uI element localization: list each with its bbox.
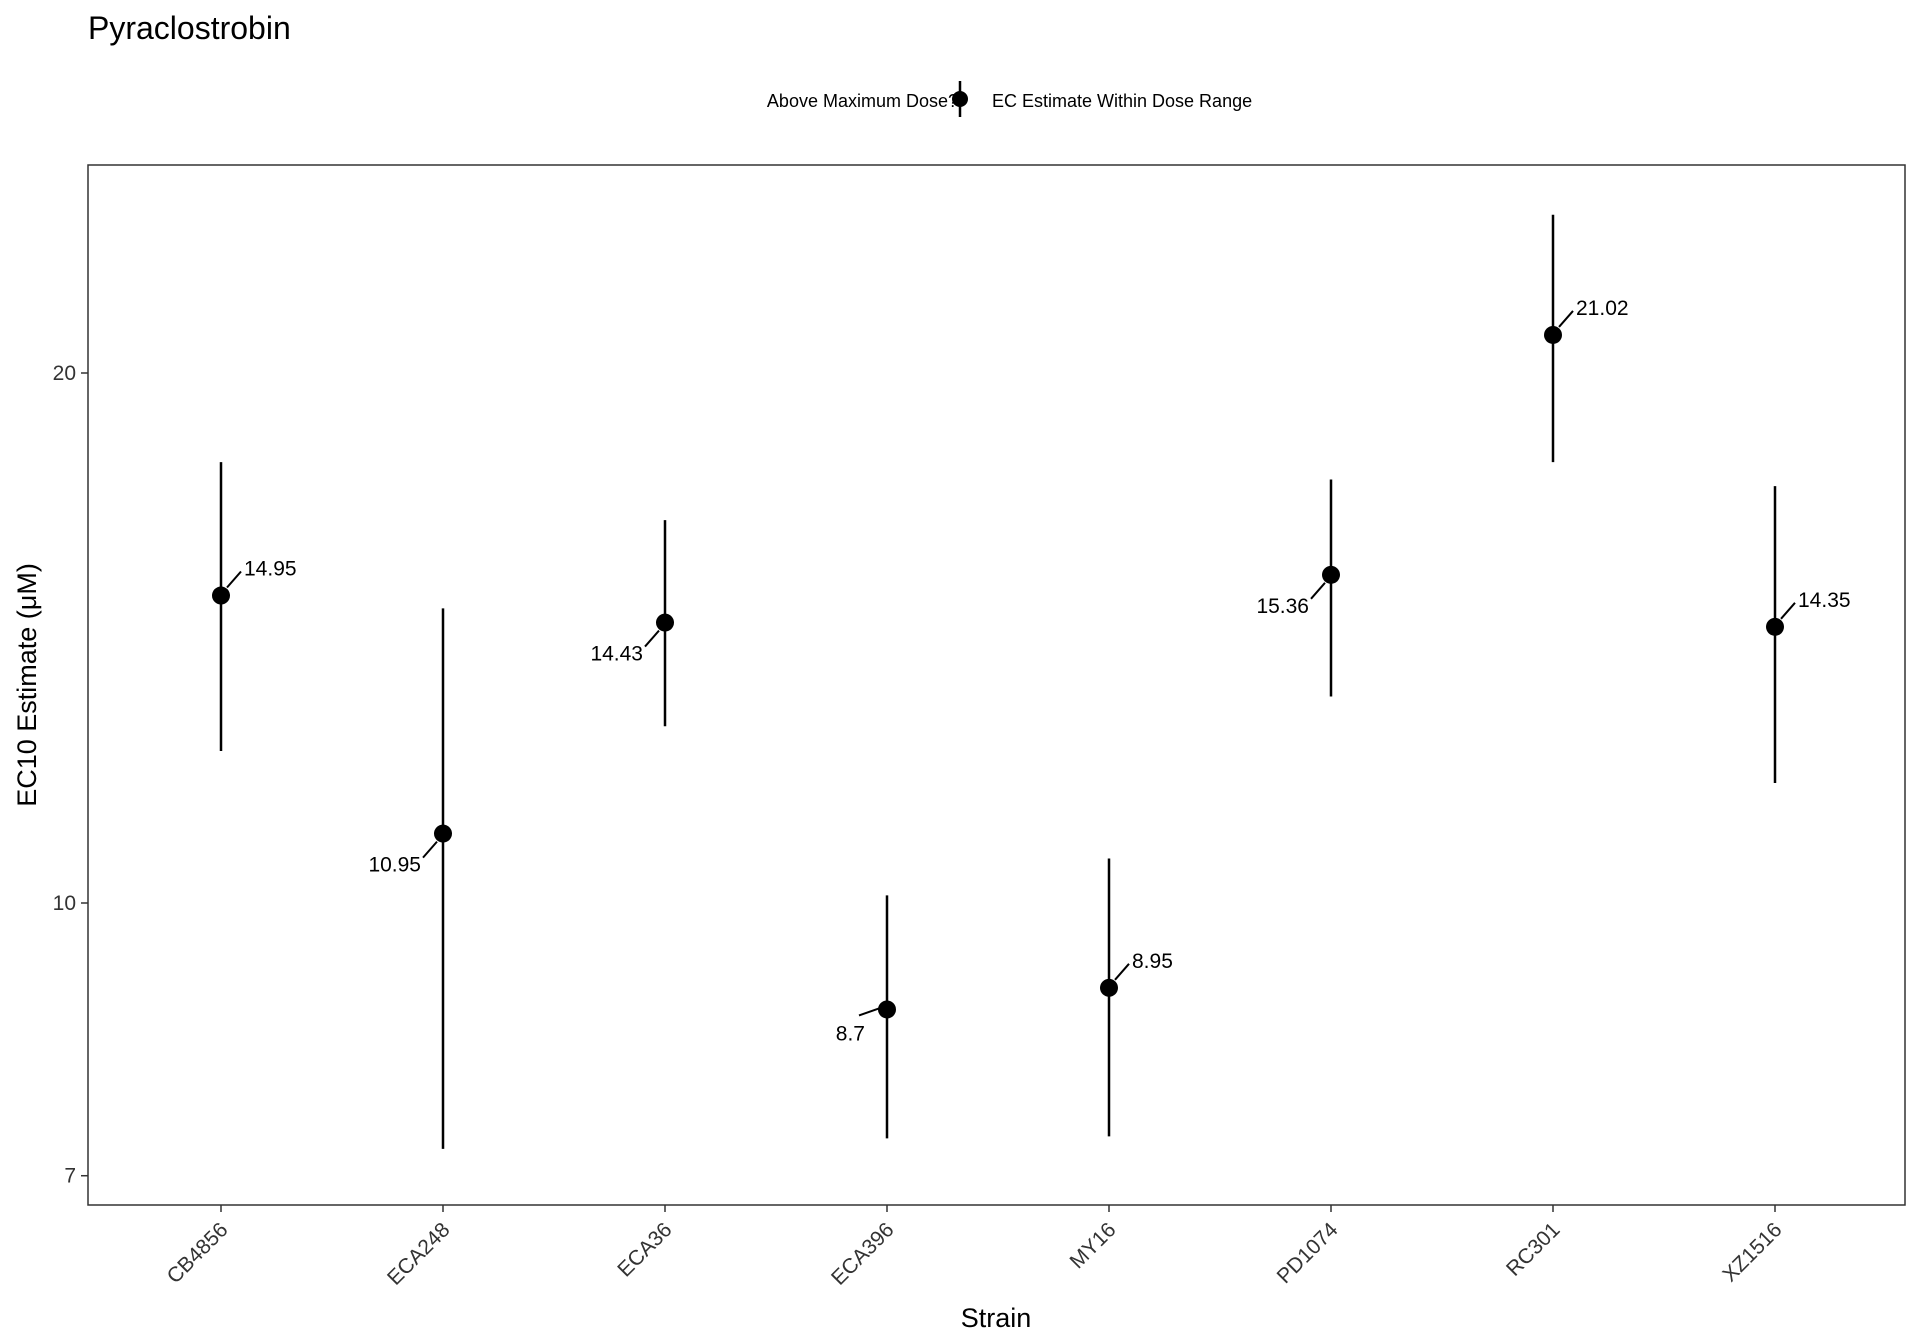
x-tick-label: XZ1516 bbox=[1718, 1218, 1786, 1286]
data-point bbox=[1544, 325, 1562, 344]
data-point-group: 14.35 bbox=[1766, 486, 1851, 783]
x-tick-label: ECA36 bbox=[613, 1218, 676, 1281]
chart-title: Pyraclostrobin bbox=[88, 10, 291, 46]
data-point bbox=[656, 613, 674, 632]
data-point bbox=[434, 824, 452, 843]
data-point-group: 14.43 bbox=[590, 520, 674, 727]
label-leader bbox=[858, 1007, 880, 1017]
data-label: 10.95 bbox=[368, 854, 421, 877]
label-leader bbox=[1780, 602, 1796, 620]
data-point-group: 10.95 bbox=[368, 608, 452, 1149]
x-tick-label: ECA396 bbox=[827, 1218, 899, 1290]
data-label: 8.7 bbox=[836, 1022, 865, 1045]
legend: Above Maximum Dose? EC Estimate Within D… bbox=[767, 81, 1252, 117]
x-tick-label: RC301 bbox=[1502, 1218, 1564, 1280]
y-axis: 7 10 20 bbox=[53, 362, 88, 1188]
label-leader bbox=[422, 840, 438, 859]
label-leader bbox=[226, 570, 242, 589]
legend-label: EC Estimate Within Dose Range bbox=[992, 91, 1252, 111]
y-axis-title: EC10 Estimate (μM) bbox=[12, 563, 42, 807]
label-leader bbox=[1310, 582, 1326, 600]
x-tick-label: MY16 bbox=[1065, 1218, 1120, 1273]
data-label: 15.36 bbox=[1256, 595, 1309, 618]
label-leader bbox=[1114, 963, 1130, 981]
x-tick-label: ECA248 bbox=[383, 1218, 455, 1290]
data-label: 14.95 bbox=[244, 558, 297, 581]
y-tick-label: 10 bbox=[53, 892, 76, 915]
plot-panel bbox=[87, 164, 1906, 1206]
data-point-group: 15.36 bbox=[1256, 479, 1340, 697]
data-label: 14.43 bbox=[590, 643, 643, 666]
data-point-group: 8.95 bbox=[1100, 858, 1173, 1137]
x-axis-title: Strain bbox=[961, 1303, 1032, 1333]
data-point bbox=[212, 586, 230, 605]
data-point bbox=[1322, 565, 1340, 584]
legend-title: Above Maximum Dose? bbox=[767, 91, 958, 111]
data-label: 21.02 bbox=[1576, 297, 1629, 320]
label-leader bbox=[644, 629, 660, 648]
y-tick-label: 7 bbox=[64, 1165, 76, 1188]
data-point-group: 21.02 bbox=[1544, 214, 1629, 463]
x-tick-label: CB4856 bbox=[163, 1218, 233, 1288]
legend-key-point bbox=[952, 91, 968, 107]
data-point-group: 8.7 bbox=[836, 895, 896, 1139]
label-leader bbox=[1558, 310, 1574, 328]
data-marks: 14.95 10.95 14.43 8.7 8.95 15.36 21.02 14.35 bbox=[212, 214, 1851, 1149]
data-point bbox=[878, 1000, 896, 1019]
y-tick-label: 20 bbox=[53, 362, 76, 385]
x-tick-label: PD1074 bbox=[1273, 1218, 1343, 1288]
data-label: 14.35 bbox=[1798, 589, 1851, 612]
data-label: 8.95 bbox=[1132, 950, 1173, 973]
x-axis: CB4856 ECA248 ECA36 ECA396 MY16 PD1074 RC301 XZ… bbox=[163, 1205, 1787, 1290]
data-point-group: 14.95 bbox=[212, 462, 297, 751]
data-point bbox=[1766, 617, 1784, 636]
data-point bbox=[1100, 978, 1118, 997]
